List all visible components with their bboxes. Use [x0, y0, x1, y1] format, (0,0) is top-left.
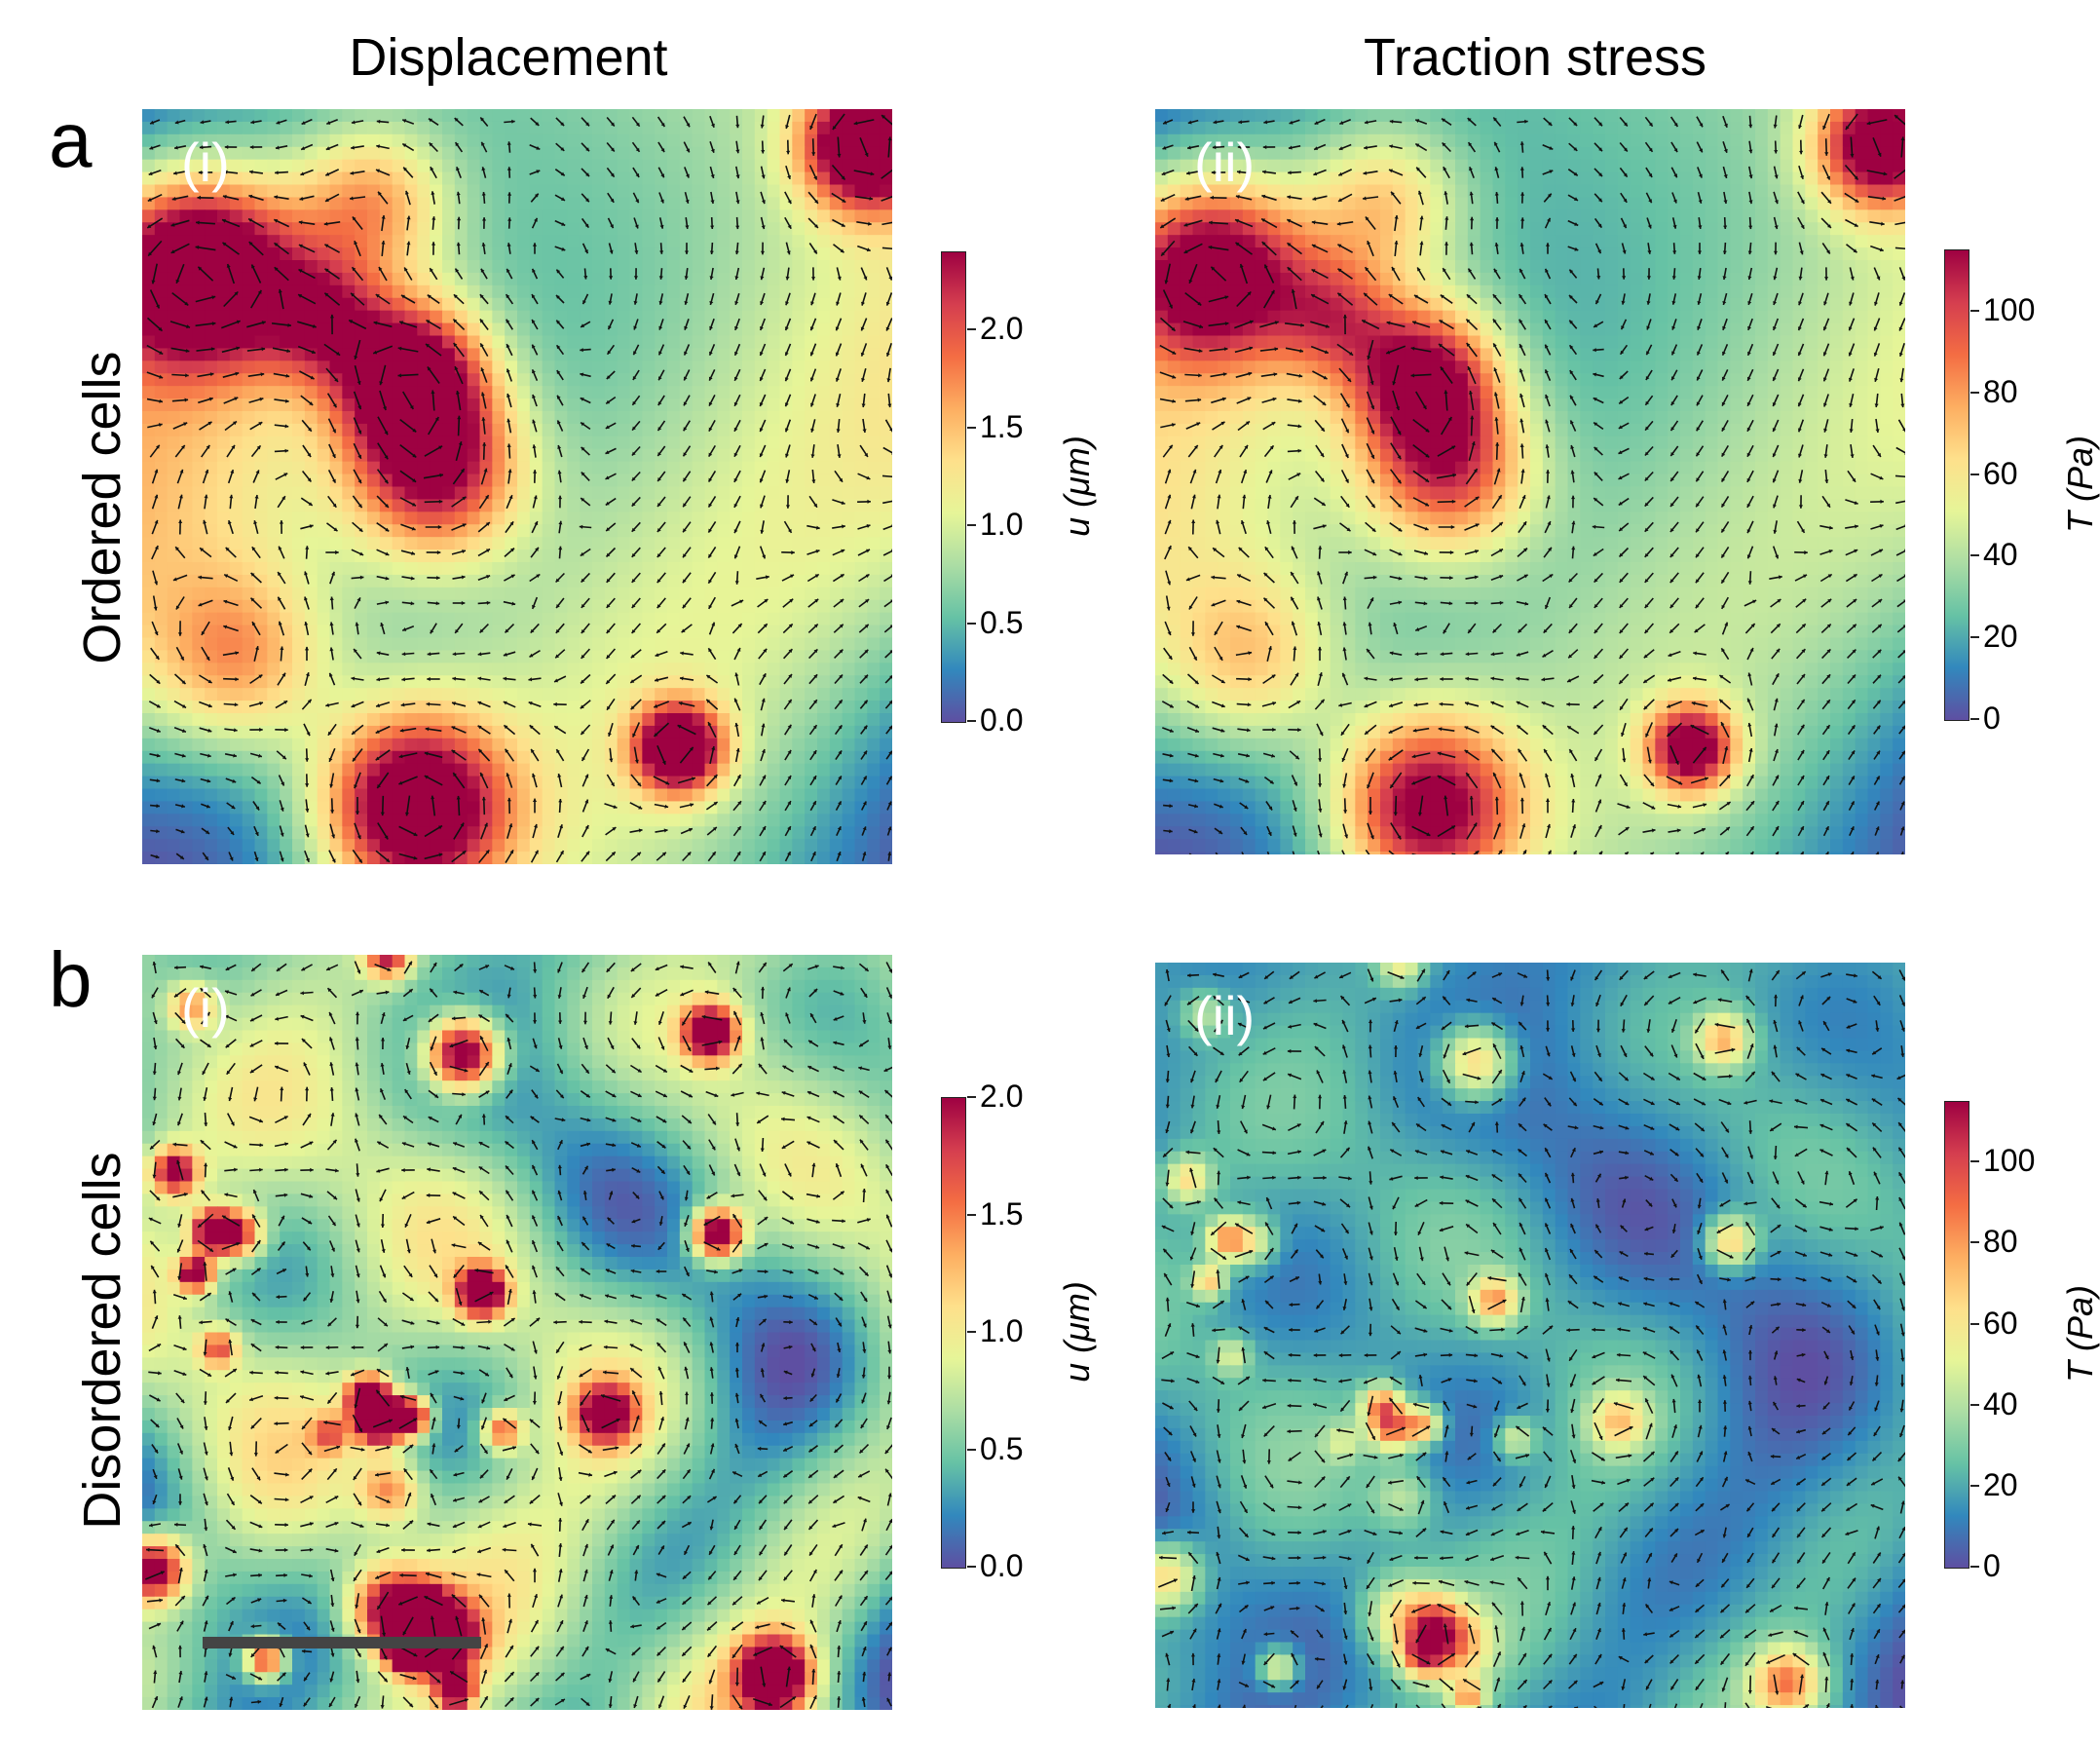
vector-arrows [1159, 113, 1905, 854]
colorbar-label: T (Pa) [2060, 367, 2100, 601]
heatmap-cells [142, 955, 892, 1710]
sublabel-ii: (ii) [1194, 131, 1255, 194]
colorbar-b_trac [1944, 1101, 1969, 1569]
colorbar-tickmark [1970, 1403, 1979, 1406]
heatmap-cells [1155, 109, 1905, 854]
colorbar-tickmark [967, 1096, 976, 1098]
map-ordered-traction: (ii) [1155, 109, 1905, 854]
colorbar-tickmark [967, 1331, 976, 1333]
heatmap-cells [142, 109, 892, 864]
map-disordered-traction: (ii) [1155, 963, 1905, 1708]
colorbar-tickmark [1970, 554, 1979, 557]
colorbar-tick-label: 100 [1983, 1143, 2035, 1179]
colorbar-tickmark [967, 1448, 976, 1451]
colorbar-tickmark [1970, 391, 1979, 394]
colorbar-tick-label: 40 [1983, 537, 2018, 573]
colorbar-a_disp [941, 251, 966, 723]
sublabel-i: (i) [181, 131, 230, 194]
colorbar-tick-label: 20 [1983, 1467, 2018, 1503]
colorbar-tick-label: 1.5 [980, 1196, 1023, 1232]
colorbar-tick-label: 80 [1983, 374, 2018, 410]
row-label-disordered: Disordered cells [72, 1000, 132, 1682]
colorbar-tick-label: 100 [1983, 292, 2035, 328]
map-disordered-displacement: (i) [142, 955, 892, 1710]
colorbar-tick-label: 0.0 [980, 1548, 1023, 1584]
colorbar-tick-label: 0.5 [980, 1431, 1023, 1467]
colorbar-tick-label: 60 [1983, 456, 2018, 492]
colorbar-tickmark [1970, 309, 1979, 312]
colorbar-label: T (Pa) [2060, 1217, 2100, 1451]
colorbar-tickmark [1970, 1566, 1979, 1568]
colorbar-tickmark [967, 1566, 976, 1568]
colorbar-tickmark [1970, 1160, 1979, 1163]
colorbar-tickmark [967, 622, 976, 625]
colorbar-tickmark [1970, 636, 1979, 639]
colorbar-tick-label: 0.5 [980, 605, 1023, 641]
heatmap-disordered-displacement [142, 955, 892, 1710]
colorbar-tick-label: 20 [1983, 619, 2018, 655]
map-ordered-displacement: (i) [142, 109, 892, 864]
colorbar-tick-label: 80 [1983, 1224, 2018, 1260]
sublabel-i-b: (i) [181, 976, 230, 1040]
panel-letter-a: a [49, 95, 93, 185]
colorbar-tickmark [967, 1213, 976, 1216]
panel-letter-b: b [49, 935, 93, 1025]
colorbar-a_trac [1944, 249, 1969, 721]
colorbar-tick-label: 1.0 [980, 1313, 1023, 1349]
colorbar-tickmark [1970, 1241, 1979, 1244]
row-label-ordered: Ordered cells [72, 167, 132, 849]
colorbar-tick-label: 0 [1983, 701, 2001, 737]
colorbar-tick-label: 1.5 [980, 409, 1023, 445]
colorbar-tick-label: 0.0 [980, 702, 1023, 739]
heatmap-ordered-displacement [142, 109, 892, 864]
colorbar-tickmark [967, 524, 976, 527]
colorbar-tick-label: 2.0 [980, 1079, 1023, 1115]
colorbar-label: u (μm) [1057, 1215, 1098, 1449]
colorbar-tickmark [967, 720, 976, 722]
heatmap-ordered-traction [1155, 109, 1905, 854]
sublabel-ii-b: (ii) [1194, 984, 1255, 1047]
colorbar-tick-label: 0 [1983, 1548, 2001, 1584]
colorbar-b_disp [941, 1097, 966, 1569]
vector-arrows [144, 961, 892, 1710]
colorbar-tickmark [967, 426, 976, 429]
col-title-displacement: Displacement [70, 27, 947, 88]
vector-arrows [146, 113, 892, 864]
col-title-traction: Traction stress [1097, 27, 1973, 88]
heatmap-disordered-traction [1155, 963, 1905, 1708]
colorbar-tickmark [1970, 473, 1979, 475]
vector-arrows [1157, 968, 1905, 1708]
colorbar-tick-label: 60 [1983, 1306, 2018, 1342]
colorbar-label: u (μm) [1057, 369, 1098, 603]
colorbar-tick-label: 1.0 [980, 507, 1023, 543]
colorbar-tickmark [1970, 718, 1979, 720]
colorbar-tickmark [967, 328, 976, 331]
scale-bar [203, 1637, 481, 1648]
colorbar-tick-label: 2.0 [980, 311, 1023, 347]
colorbar-tick-label: 40 [1983, 1386, 2018, 1422]
colorbar-tickmark [1970, 1322, 1979, 1325]
colorbar-tickmark [1970, 1484, 1979, 1487]
heatmap-cells [1155, 963, 1905, 1708]
